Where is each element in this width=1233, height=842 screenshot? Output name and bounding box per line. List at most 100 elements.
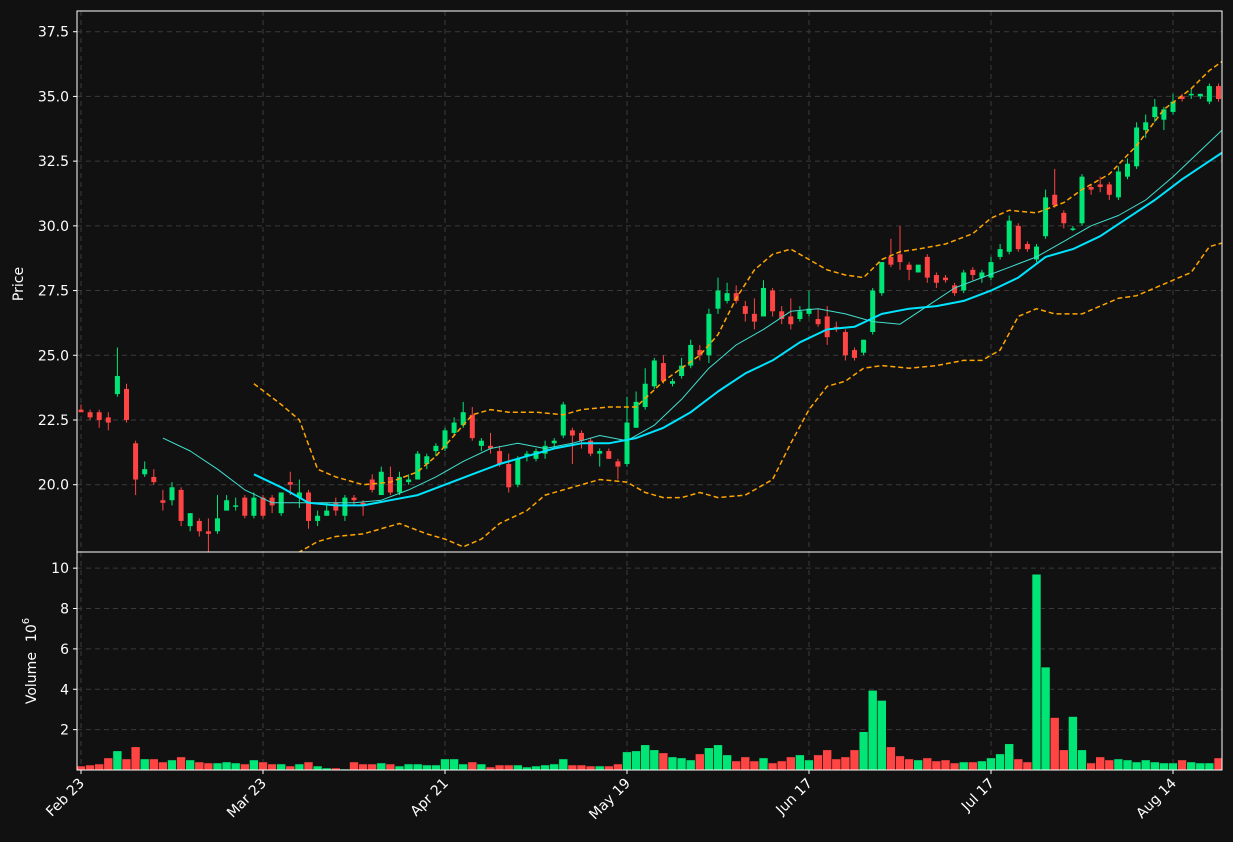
candle-body xyxy=(615,461,621,467)
volume-bar xyxy=(403,763,414,770)
candle-body xyxy=(924,256,930,278)
volume-bar xyxy=(431,764,441,770)
volume-bar xyxy=(1204,762,1215,770)
candle xyxy=(387,466,393,496)
price-tick-label: 32.5 xyxy=(38,154,69,170)
candle xyxy=(715,277,721,314)
candle xyxy=(1088,184,1094,195)
candle xyxy=(87,409,93,420)
candle xyxy=(788,298,794,330)
volume-bar xyxy=(467,761,478,770)
volume-bar xyxy=(1013,758,1024,770)
volume-bar xyxy=(713,744,723,770)
candle-body xyxy=(597,451,603,454)
volume-bar xyxy=(1049,717,1060,770)
candle-body xyxy=(679,365,685,376)
candle-body xyxy=(551,440,557,444)
volume-bar xyxy=(1213,757,1222,770)
candle xyxy=(1161,106,1167,131)
candle-body xyxy=(861,339,867,353)
volume-bar xyxy=(622,751,632,770)
volume-bar xyxy=(749,760,760,770)
candle-body xyxy=(306,492,311,521)
volume-bar xyxy=(667,756,678,770)
candle xyxy=(306,489,311,529)
volume-bar xyxy=(230,762,241,770)
volume-bar xyxy=(731,760,742,770)
candle xyxy=(488,432,493,454)
volume-bar xyxy=(1168,762,1178,770)
candle-body xyxy=(424,456,430,464)
volume-bar xyxy=(613,763,623,770)
candle xyxy=(933,272,939,288)
volume-bar xyxy=(158,761,168,770)
candle xyxy=(697,344,703,361)
candle xyxy=(269,495,275,514)
sma-slow-line xyxy=(253,151,1222,507)
candle-body xyxy=(660,363,666,382)
volume-bar xyxy=(558,758,569,770)
candle-body xyxy=(342,497,348,516)
volume-bar xyxy=(512,764,523,770)
volume-bar xyxy=(940,759,951,770)
candle xyxy=(1125,158,1130,180)
candle-body xyxy=(260,497,266,516)
volume-bar xyxy=(967,761,978,770)
candle xyxy=(178,487,184,527)
volume-bar xyxy=(567,764,578,770)
volume-bar xyxy=(1040,666,1051,770)
candle xyxy=(560,401,566,439)
price-tick-label: 20.0 xyxy=(38,478,69,494)
volume-bar xyxy=(412,763,423,770)
volume-bar xyxy=(1131,761,1142,770)
candle-body xyxy=(124,388,129,420)
volume-bar xyxy=(385,763,396,770)
volume-bar xyxy=(121,758,132,770)
volume-bar xyxy=(585,765,596,770)
volume-bar xyxy=(1186,761,1196,770)
candle xyxy=(506,453,512,493)
volume-bar xyxy=(831,758,842,770)
candle-body xyxy=(96,412,102,420)
candle-body xyxy=(761,287,766,317)
volume-bar xyxy=(767,762,778,770)
candle xyxy=(124,383,129,423)
candle xyxy=(588,438,594,457)
volume-bar xyxy=(139,758,150,770)
volume-bar xyxy=(194,761,205,770)
volume-bar xyxy=(785,756,796,770)
volume-bar xyxy=(494,764,505,770)
candle xyxy=(78,404,84,413)
volume-panel-frame xyxy=(76,551,1223,771)
volume-bar xyxy=(603,765,614,770)
volume-bar xyxy=(1022,761,1033,770)
volume-bar xyxy=(867,689,878,770)
candle-body xyxy=(988,262,994,278)
candle-body xyxy=(933,275,939,283)
candle-body xyxy=(1106,184,1112,195)
candle xyxy=(478,438,484,452)
volume-bar xyxy=(1104,759,1115,770)
volume-bar xyxy=(540,764,550,770)
volume-bar xyxy=(85,764,95,770)
candle xyxy=(852,347,857,361)
volume-bar xyxy=(722,754,732,770)
candle-body xyxy=(797,311,803,320)
volume-bar xyxy=(458,763,469,770)
volume-bar xyxy=(631,750,641,770)
candle xyxy=(597,448,603,467)
candle-body xyxy=(970,269,976,276)
candle xyxy=(1216,83,1221,102)
candle-body xyxy=(224,500,230,511)
candle xyxy=(779,306,785,325)
candle xyxy=(105,412,111,431)
volume-bar xyxy=(249,759,259,770)
candle-body xyxy=(915,264,921,273)
candle-body xyxy=(879,262,885,294)
candle-body xyxy=(1052,194,1058,206)
volume-bar xyxy=(1140,759,1151,770)
candle-body xyxy=(1088,187,1094,190)
volume-bar xyxy=(776,760,787,770)
candle-body xyxy=(78,409,84,413)
volume-bar xyxy=(958,761,969,770)
